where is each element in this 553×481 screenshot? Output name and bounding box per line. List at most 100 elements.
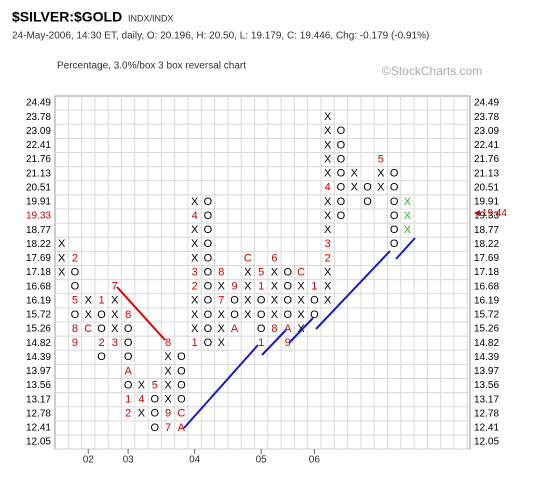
pf-box: X xyxy=(164,351,172,363)
support-line xyxy=(261,329,287,356)
pf-box: O xyxy=(150,422,159,434)
pf-box: O xyxy=(204,224,213,236)
pf-box: O xyxy=(124,337,133,349)
y-tick-label-right: 21.13 xyxy=(474,168,499,179)
pf-box: O xyxy=(204,323,213,335)
y-tick-label: 24.49 xyxy=(26,98,51,109)
pf-box: X xyxy=(324,125,332,137)
support-line xyxy=(288,317,314,344)
pf-box: O xyxy=(337,182,346,194)
y-tick-label-right: 17.69 xyxy=(474,253,499,264)
y-tick-label: 17.69 xyxy=(26,253,51,264)
pf-box: X xyxy=(218,323,226,335)
grid xyxy=(55,96,470,450)
pf-box: X xyxy=(244,295,252,307)
pf-box: X xyxy=(111,323,119,335)
pf-month-box: 1 xyxy=(98,295,104,307)
pf-box: X xyxy=(271,281,279,293)
pf-month-box: 1 xyxy=(192,337,198,349)
y-tick-label-right: 23.09 xyxy=(474,126,499,137)
pf-box: X xyxy=(164,365,172,377)
pf-box: X xyxy=(58,252,66,264)
pf-box: O xyxy=(337,168,346,180)
y-tick-label-right: 23.78 xyxy=(474,112,499,123)
pf-month-box: 9 xyxy=(285,337,291,349)
pf-box: X xyxy=(111,309,119,321)
pf-box: X xyxy=(377,168,385,180)
pf-box: X xyxy=(324,111,332,123)
pf-box: O xyxy=(204,266,213,278)
y-tick-label: 18.77 xyxy=(26,225,51,236)
pf-box: X xyxy=(324,210,332,222)
pf-month-box: A xyxy=(178,422,186,434)
pf-box: O xyxy=(177,351,186,363)
pf-box: X xyxy=(191,309,199,321)
y-tick-label-right: 22.41 xyxy=(474,140,499,151)
pf-box: O xyxy=(390,210,399,222)
pf-box: O xyxy=(363,196,372,208)
pf-box: O xyxy=(71,266,80,278)
pf-month-box: A xyxy=(124,365,132,377)
pf-month-box: 9 xyxy=(165,408,171,420)
y-tick-label: 12.78 xyxy=(26,408,51,419)
y-tick-label-right: 13.97 xyxy=(474,366,499,377)
pf-box: O xyxy=(204,210,213,222)
pf-box: O xyxy=(97,309,106,321)
pf-box: X xyxy=(404,224,412,236)
pf-column: OO xyxy=(363,182,372,208)
y-tick-label-right: 24.49 xyxy=(474,98,499,109)
y-tick-label-right: 20.51 xyxy=(474,182,499,193)
y-tick-label: 18.22 xyxy=(26,239,51,250)
pf-box: O xyxy=(310,309,319,321)
pf-month-box: 3 xyxy=(192,266,198,278)
resistance-line xyxy=(116,286,166,341)
pf-month-box: 3 xyxy=(112,337,118,349)
pf-box: O xyxy=(363,182,372,194)
pf-box: X xyxy=(324,196,332,208)
pf-box: O xyxy=(71,309,80,321)
y-tick-label-right: 18.22 xyxy=(474,239,499,250)
y-tick-label-right: 17.18 xyxy=(474,267,499,278)
y-tick-label-right: 15.26 xyxy=(474,324,499,335)
y-tick-label: 16.19 xyxy=(26,295,51,306)
pf-box: O xyxy=(337,153,346,165)
pf-column: 1 OO xyxy=(310,281,319,321)
y-tick-label: 21.13 xyxy=(26,168,51,179)
pf-box: O xyxy=(177,394,186,406)
x-tick-label: 03 xyxy=(123,455,135,466)
pf-box: O xyxy=(257,295,266,307)
pf-box: X xyxy=(297,309,305,321)
pf-month-box: 5 xyxy=(152,379,158,391)
pf-box: O xyxy=(390,196,399,208)
chart-subtitle: INDX/INDX xyxy=(128,13,174,23)
pf-box: O xyxy=(71,281,80,293)
pf-box: X xyxy=(244,281,252,293)
pf-box: X xyxy=(191,224,199,236)
pf-box: X xyxy=(191,196,199,208)
last-price-label: ◄19.44 xyxy=(472,208,507,219)
pf-box: X xyxy=(164,379,172,391)
info-line: 24-May-2006, 14:30 ET, daily, O: 20.196,… xyxy=(12,31,429,42)
pf-box: O xyxy=(390,224,399,236)
y-tick-label: 13.56 xyxy=(26,380,51,391)
y-tick-label-right: 15.72 xyxy=(474,310,499,321)
pf-month-box: 2 xyxy=(325,252,331,264)
pf-box: O xyxy=(204,309,213,321)
y-tick-label-right: 21.76 xyxy=(474,154,499,165)
pf-box: X xyxy=(271,266,279,278)
pf-box: O xyxy=(390,182,399,194)
pf-month-box: C xyxy=(244,252,252,264)
pf-box: X xyxy=(111,295,119,307)
y-tick-label: 14.82 xyxy=(26,338,51,349)
pf-month-box: 7 xyxy=(165,422,171,434)
pf-month-box: 6 xyxy=(271,252,277,264)
x-tick-label: 02 xyxy=(83,455,95,466)
pf-column: XXX xyxy=(58,238,66,278)
pf-box: X xyxy=(218,337,226,349)
